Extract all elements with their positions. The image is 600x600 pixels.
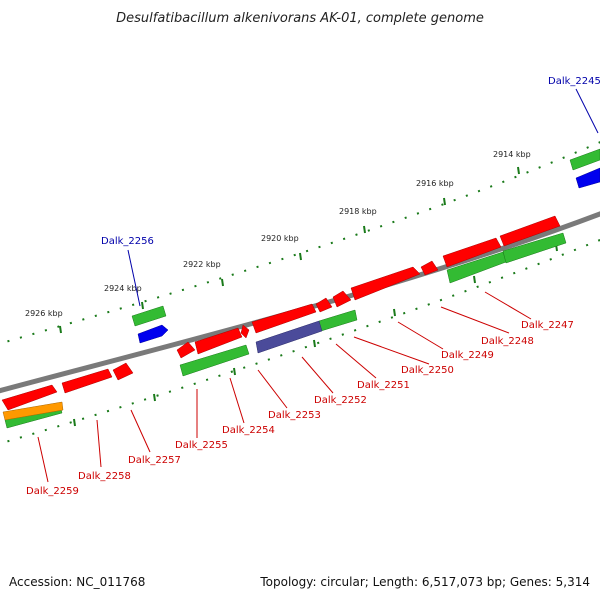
- cds-feature-dalk-2245[interactable]: [569, 148, 600, 171]
- gene-arrow-dalk-2254[interactable]: [194, 327, 243, 355]
- gene-arrow-dalk-2259[interactable]: [1, 384, 58, 411]
- cds-feature-dalk-2255[interactable]: [179, 344, 250, 377]
- scale-label-2926: 2926 kbp: [25, 309, 63, 318]
- highlight-feature-dalk-2253[interactable]: [255, 320, 323, 354]
- gene-arrow-dalk-2253-small[interactable]: [240, 324, 250, 339]
- gene-arrow-dalk-2250[interactable]: [332, 290, 352, 308]
- major-ticks-outer: [59, 166, 520, 334]
- gene-label-dalk-2250[interactable]: Dalk_2250: [401, 365, 454, 376]
- gene-label-dalk-2252[interactable]: Dalk_2252: [314, 395, 367, 406]
- blue-feature-dalk-2245[interactable]: [575, 167, 600, 189]
- gene-label-dalk-2254[interactable]: Dalk_2254: [222, 425, 275, 436]
- gene-label-dalk-2253[interactable]: Dalk_2253: [268, 410, 321, 421]
- orange-feature-dalk-2259[interactable]: [2, 401, 64, 421]
- scale-label-2918: 2918 kbp: [339, 207, 377, 216]
- scale-label-2914: 2914 kbp: [493, 150, 531, 159]
- gene-arrow-dalk-2249[interactable]: [350, 266, 421, 301]
- gene-arrow-dalk-2247-b[interactable]: [499, 215, 561, 247]
- gene-label-dalk-2251[interactable]: Dalk_2251: [357, 380, 410, 391]
- gene-label-dalk-2248[interactable]: Dalk_2248: [481, 336, 534, 347]
- major-ticks-inner: [73, 243, 558, 427]
- accession-text: Accession: NC_011768: [9, 575, 145, 589]
- gene-label-dalk-2258[interactable]: Dalk_2258: [78, 471, 131, 482]
- scale-label-2916: 2916 kbp: [416, 179, 454, 188]
- gene-arrow-dalk-2247-a[interactable]: [442, 237, 502, 268]
- map-title: Desulfatibacillum alkenivorans AK-01, co…: [116, 11, 484, 26]
- gene-label-dalk-2256[interactable]: Dalk_2256: [101, 236, 154, 247]
- gene-label-dalk-2257[interactable]: Dalk_2257: [128, 455, 181, 466]
- gene-label-dalk-2259[interactable]: Dalk_2259: [26, 486, 79, 497]
- gene-label-dalk-2247[interactable]: Dalk_2247: [521, 320, 574, 331]
- gene-arrow-dalk-2257[interactable]: [112, 362, 134, 381]
- gene-track-red: [1, 215, 561, 411]
- outer-tick-track: [0, 141, 600, 345]
- cds-track-green: [4, 148, 600, 429]
- gene-label-dalk-2249[interactable]: Dalk_2249: [441, 350, 494, 361]
- gene-arrow-dalk-2248[interactable]: [420, 260, 439, 276]
- gene-label-dalk-2255[interactable]: Dalk_2255: [175, 440, 228, 451]
- gene-arrow-dalk-2255[interactable]: [176, 341, 196, 359]
- gene-arrow-dalk-2258[interactable]: [61, 368, 113, 394]
- cds-feature-dalk-2252[interactable]: [318, 309, 358, 332]
- cds-feature-dalk-2256[interactable]: [131, 305, 167, 327]
- label-leaders: [37, 88, 599, 483]
- cds-feature-dalk-2247-b[interactable]: [502, 232, 567, 264]
- scale-label-2922: 2922 kbp: [183, 260, 221, 269]
- gene-label-dalk-2245[interactable]: Dalk_2245: [548, 76, 600, 87]
- gene-arrow-dalk-2252[interactable]: [251, 303, 317, 334]
- inner-tick-track: [0, 238, 600, 445]
- gene-arrow-dalk-2251[interactable]: [315, 297, 333, 313]
- genome-summary-text: Topology: circular; Length: 6,517,073 bp…: [259, 575, 590, 589]
- scale-label-2920: 2920 kbp: [261, 234, 299, 243]
- scale-label-2924: 2924 kbp: [104, 284, 142, 293]
- blue-feature-dalk-2256[interactable]: [137, 324, 169, 344]
